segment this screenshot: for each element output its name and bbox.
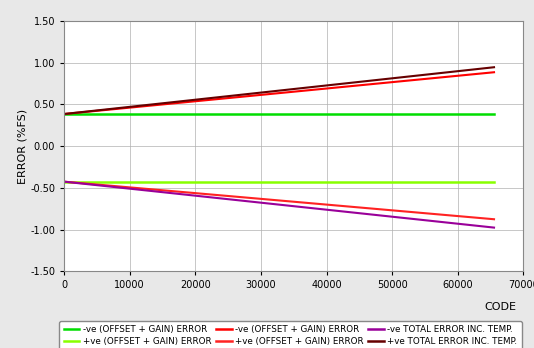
X-axis label: CODE: CODE [484,301,516,311]
Y-axis label: ERROR (%FS): ERROR (%FS) [17,109,27,184]
Legend: -ve (OFFSET + GAIN) ERROR, +ve (OFFSET + GAIN) ERROR, -ve (OFFSET + GAIN) ERROR,: -ve (OFFSET + GAIN) ERROR, +ve (OFFSET +… [59,321,522,348]
